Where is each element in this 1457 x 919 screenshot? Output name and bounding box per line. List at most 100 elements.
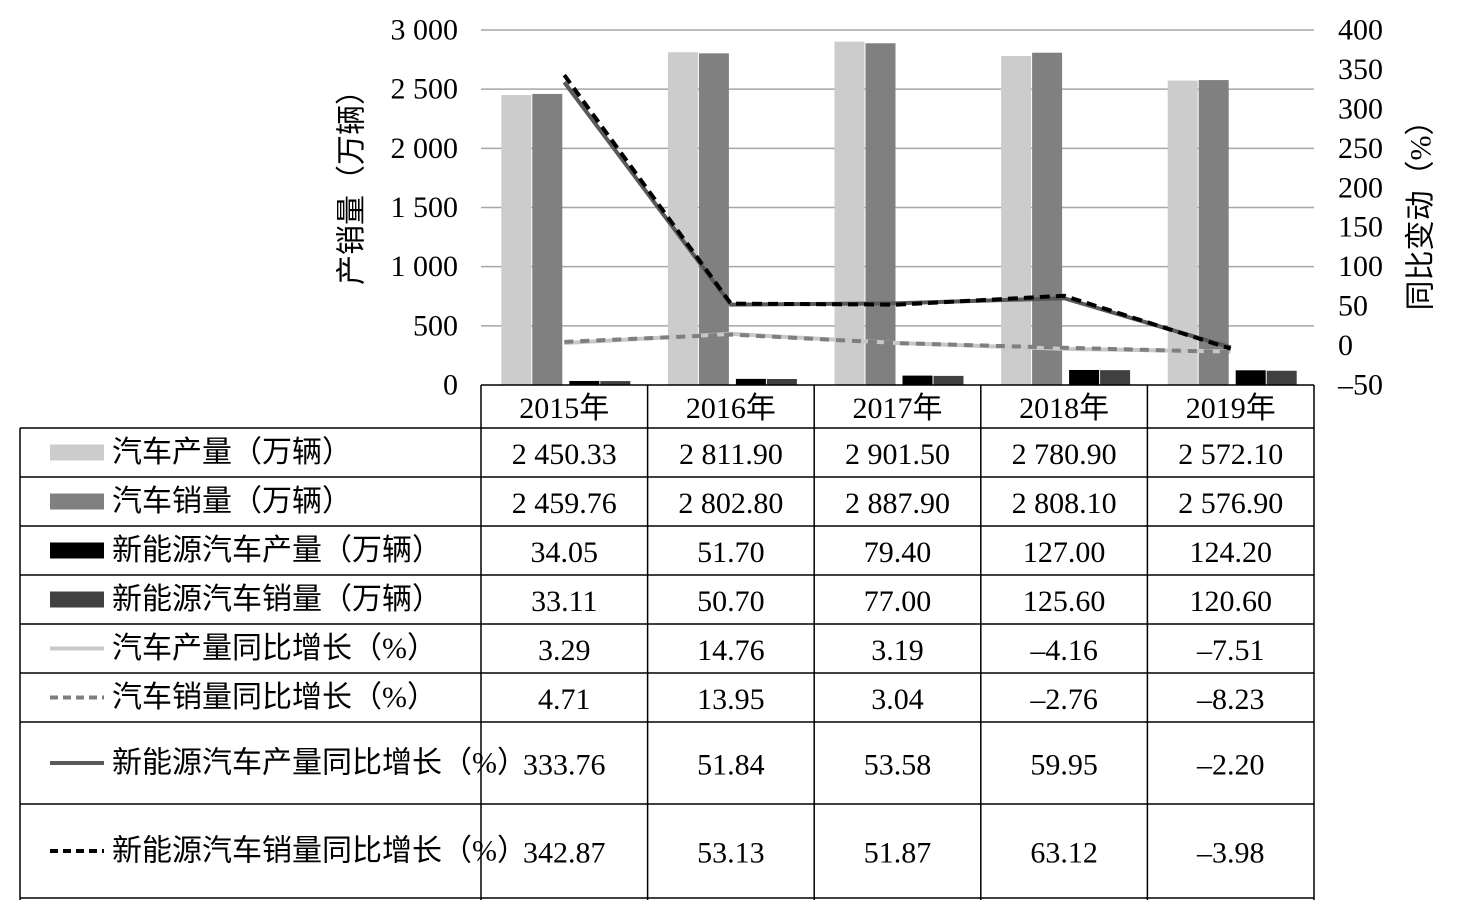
table-cell: 2 450.33 (512, 438, 617, 471)
bar (1001, 55, 1032, 386)
table-cell: 333.76 (523, 749, 606, 782)
row-label: 汽车销量（万辆） (112, 485, 352, 518)
y-right-tick-label: 200 (1338, 171, 1383, 204)
table-cell: 79.40 (864, 536, 932, 569)
table-cell: –3.98 (1196, 837, 1265, 870)
y-left-tick-label: 0 (443, 369, 458, 402)
table-cell: 3.29 (538, 634, 591, 667)
bar (865, 43, 896, 385)
table-cell: 127.00 (1023, 536, 1106, 569)
table-cell: 2 901.50 (845, 438, 950, 471)
bar (698, 53, 729, 386)
table-cell: –7.51 (1196, 634, 1265, 667)
bar (667, 52, 698, 386)
y-right-tick-label: 350 (1338, 53, 1383, 86)
bar (1167, 80, 1198, 386)
table-cell: 124.20 (1189, 536, 1272, 569)
table-cell: 59.95 (1030, 749, 1098, 782)
table-cell: 2 572.10 (1178, 438, 1283, 471)
legend-key (50, 542, 104, 559)
bar (735, 378, 766, 385)
series-line (562, 73, 1232, 351)
table-cell: 13.95 (697, 683, 765, 716)
table-cell: 2 887.90 (845, 487, 950, 520)
table-cell: 51.70 (697, 536, 765, 569)
category-label: 2019年 (1186, 392, 1276, 425)
table-cell: 3.19 (871, 634, 924, 667)
y-right-axis-title: 同比变动（%） (1405, 106, 1438, 311)
bar (532, 93, 563, 385)
table-cell: 51.84 (697, 749, 765, 782)
table-cell: 2 811.90 (679, 438, 783, 471)
y-left-tick-label: 2 500 (391, 73, 459, 106)
y-right-tick-label: 0 (1338, 329, 1353, 362)
table-cell: 53.58 (864, 749, 932, 782)
y-right-tick-label: 300 (1338, 92, 1383, 125)
table-cell: 34.05 (531, 536, 599, 569)
bar (501, 95, 532, 385)
row-label: 汽车产量同比增长（%） (112, 632, 437, 665)
y-right-tick-label: –50 (1337, 369, 1383, 402)
legend-key (50, 493, 104, 510)
table-cell: 2 459.76 (512, 487, 617, 520)
bar (1032, 52, 1063, 386)
bar (1266, 370, 1297, 385)
row-label: 新能源汽车产量（万辆） (112, 534, 442, 567)
bar (834, 41, 865, 386)
legend-key (50, 591, 104, 608)
category-label: 2016年 (686, 392, 776, 425)
table-cell: 53.13 (697, 837, 765, 870)
series-line (562, 81, 1232, 350)
table-cell: 50.70 (697, 585, 765, 618)
bars (501, 41, 1297, 386)
axes: 0 500 1 000 1 500 2 000 2 500 3 000 –50 0 50 100 15… (391, 14, 1384, 402)
table-cell: 51.87 (864, 837, 932, 870)
category-label: 2017年 (853, 392, 943, 425)
bar (569, 380, 600, 385)
bar (766, 379, 797, 385)
bar (1235, 370, 1266, 385)
row-label: 新能源汽车销量（万辆） (112, 583, 442, 616)
table-cell: 4.71 (538, 683, 591, 716)
y-left-tick-label: 1 500 (391, 191, 459, 224)
table-cell: 77.00 (864, 585, 932, 618)
table-cell: 2 576.90 (1178, 487, 1283, 520)
table-cell: 2 802.80 (678, 487, 783, 520)
table-cell: 14.76 (697, 634, 765, 667)
y-left-tick-label: 2 000 (391, 132, 459, 165)
y-left-axis-title: 产销量（万辆） (336, 75, 369, 285)
row-label: 汽车销量同比增长（%） (112, 681, 437, 714)
bar (933, 375, 964, 385)
y-right-tick-label: 400 (1338, 14, 1383, 47)
table-cell: –4.16 (1029, 634, 1098, 667)
y-right-tick-label: 50 (1338, 290, 1368, 323)
category-label: 2015年 (519, 392, 609, 425)
table-cell: 120.60 (1189, 585, 1272, 618)
y-right-tick-label: 250 (1338, 132, 1383, 165)
row-label: 汽车产量（万辆） (112, 436, 352, 469)
series-lines (562, 73, 1232, 355)
legend-key (50, 444, 104, 461)
y-right-tick-label: 100 (1338, 250, 1383, 283)
table-cell: –2.20 (1196, 749, 1265, 782)
y-left-tick-label: 1 000 (391, 250, 459, 283)
table-cell: 2 780.90 (1012, 438, 1117, 471)
row-label: 新能源汽车销量同比增长（%） (112, 835, 527, 868)
row-label: 新能源汽车产量同比增长（%） (112, 747, 527, 780)
bar (902, 375, 933, 385)
table-cell: 3.04 (871, 683, 924, 716)
table-cell: –8.23 (1196, 683, 1265, 716)
bar (1100, 370, 1131, 385)
table-cell: –2.76 (1029, 683, 1098, 716)
y-right-tick-label: 150 (1338, 211, 1383, 244)
table-cell: 33.11 (531, 585, 597, 618)
table-cell: 342.87 (523, 837, 606, 870)
table-cell: 2 808.10 (1012, 487, 1117, 520)
category-label: 2018年 (1019, 392, 1109, 425)
bar (1198, 80, 1229, 385)
y-left-tick-label: 500 (413, 309, 458, 342)
table-cell: 63.12 (1030, 837, 1098, 870)
bar (600, 381, 631, 385)
series-line (564, 331, 1231, 354)
